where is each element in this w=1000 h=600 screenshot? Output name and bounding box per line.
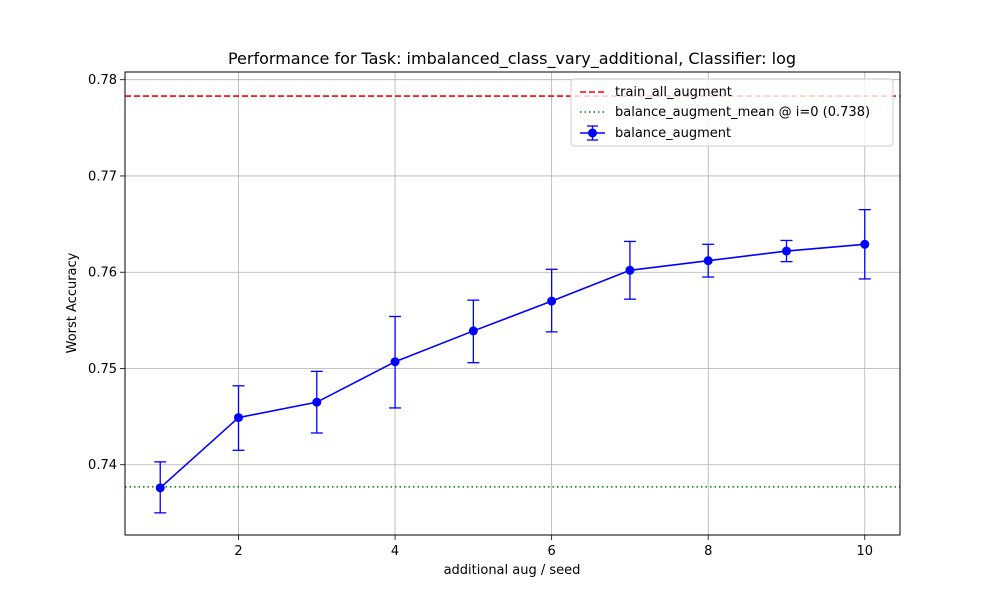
y-tick-label: 0.75 [88, 362, 117, 377]
data-point [312, 397, 322, 407]
series-line [159, 243, 865, 489]
y-tick-label: 0.78 [88, 73, 117, 88]
data-point [625, 265, 635, 275]
data-point [468, 326, 478, 336]
chart-title: Performance for Task: imbalanced_class_v… [228, 49, 796, 69]
x-tick-label: 8 [704, 544, 712, 559]
data-point [234, 413, 244, 423]
legend-swatch-balance-augment [580, 125, 605, 141]
y-tick-label: 0.77 [88, 169, 117, 184]
data-point [860, 239, 870, 249]
reference-lines [125, 95, 900, 488]
plot-frame [124, 71, 901, 536]
y-tick-label: 0.76 [88, 266, 117, 281]
x-tick-label: 2 [234, 544, 242, 559]
x-tick-label: 6 [548, 544, 556, 559]
data-point [703, 256, 713, 266]
x-tick-label: 10 [856, 544, 873, 559]
x-tick-label: 4 [391, 544, 399, 559]
legend-box [570, 78, 894, 147]
data-point [781, 246, 791, 256]
legend: train_all_augment balance_augment_mean @… [570, 78, 894, 147]
data-point [155, 483, 165, 493]
data-point [547, 296, 557, 306]
legend-label-balance-augment-mean: balance_augment_mean @ i=0 (0.738) [615, 105, 870, 120]
legend-label-balance-augment: balance_augment [615, 126, 731, 141]
x-axis-label: additional aug / seed [444, 563, 581, 578]
y-tick-label: 0.74 [88, 458, 117, 473]
y-axis-label: Worst Accuracy [65, 252, 80, 353]
x-axis-ticks: 2 4 6 8 10 [234, 535, 873, 559]
series-layer [154, 208, 871, 514]
data-point [390, 357, 400, 367]
legend-label-train-all-augment: train_all_augment [615, 85, 732, 100]
y-axis-ticks: 0.74 0.75 0.76 0.77 0.78 [88, 73, 125, 473]
